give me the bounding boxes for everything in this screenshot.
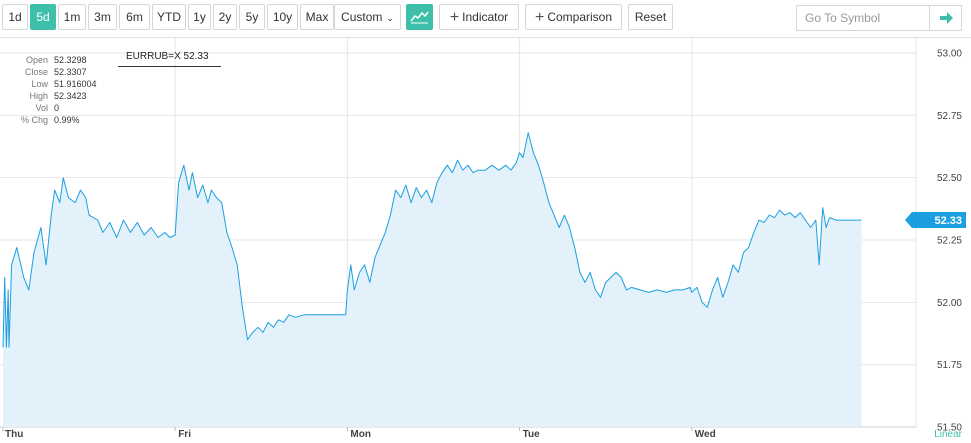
area-chart-icon xyxy=(410,11,429,24)
y-tick-label: 51.75 xyxy=(937,360,962,371)
toolbar-divider xyxy=(0,37,971,38)
close-row: Close 52.3307 xyxy=(6,66,97,78)
plus-icon: + xyxy=(449,9,460,26)
arrow-right-icon xyxy=(940,12,953,24)
series-line xyxy=(2,132,862,348)
x-tick-label: Thu xyxy=(5,429,23,440)
open-value: 52.3298 xyxy=(54,55,87,65)
price-chart[interactable]: 53.00 52.75 52.50 52.25 52.00 51.75 51.50 Thu Fr… xyxy=(0,38,971,443)
open-label: Open xyxy=(25,55,48,65)
volume-label: Vol xyxy=(35,103,48,113)
change-value: 0.99% xyxy=(54,115,80,125)
comparison-button[interactable]: + Comparison xyxy=(525,4,622,30)
high-row: High 52.3423 xyxy=(6,90,97,102)
x-tick-label: Fri xyxy=(178,429,191,440)
plus-icon: + xyxy=(534,9,545,26)
open-row: Open 52.3298 xyxy=(6,54,97,66)
y-tick-label: 53.00 xyxy=(937,49,962,60)
high-label: High xyxy=(29,91,48,101)
low-label: Low xyxy=(31,79,48,89)
reset-label: Reset xyxy=(634,10,667,24)
last-value-text: 52.33 xyxy=(934,215,962,227)
range-button-5y[interactable]: 5y xyxy=(239,4,265,30)
y-tick-label: 51.50 xyxy=(937,423,962,434)
x-tick-label: Mon xyxy=(350,429,371,440)
y-tick-label: 52.75 xyxy=(937,111,962,122)
range-button-max[interactable]: Max xyxy=(300,4,334,30)
range-button-10y[interactable]: 10y xyxy=(267,4,298,30)
reset-button[interactable]: Reset xyxy=(628,4,673,30)
range-button-6m[interactable]: 6m xyxy=(119,4,150,30)
volume-row: Vol 0 xyxy=(6,102,97,114)
high-value: 52.3423 xyxy=(54,91,87,101)
series-area xyxy=(3,132,862,428)
indicator-label: Indicator xyxy=(462,10,509,24)
x-tick-label: Tue xyxy=(523,429,540,440)
range-button-ytd[interactable]: YTD xyxy=(152,4,186,30)
y-tick-label: 52.00 xyxy=(937,298,962,309)
ohlc-info-panel: Open 52.3298 Close 52.3307 Low 51.916004 Hi… xyxy=(6,54,97,126)
range-button-1m[interactable]: 1m xyxy=(58,4,86,30)
low-value: 51.916004 xyxy=(54,79,97,89)
y-tick-label: 52.50 xyxy=(937,173,962,184)
range-button-3m[interactable]: 3m xyxy=(88,4,117,30)
custom-range-label: Custom xyxy=(341,10,383,24)
change-row: % Chg 0.99% xyxy=(6,114,97,126)
chevron-down-icon: ⌄ xyxy=(386,13,394,23)
symbol-go-button[interactable] xyxy=(929,5,962,31)
y-tick-label: 52.25 xyxy=(937,236,962,247)
low-row: Low 51.916004 xyxy=(6,78,97,90)
series-symbol-label: EURRUB=X 52.33 xyxy=(118,50,221,67)
range-button-1y[interactable]: 1y xyxy=(188,4,211,30)
x-tick-label: Wed xyxy=(695,429,716,440)
comparison-label: Comparison xyxy=(547,10,613,24)
range-button-2y[interactable]: 2y xyxy=(213,4,237,30)
volume-value: 0 xyxy=(54,103,60,113)
chart-type-button[interactable] xyxy=(406,4,433,30)
last-value-badge xyxy=(905,212,966,229)
indicator-button[interactable]: + Indicator xyxy=(439,4,519,30)
symbol-search-input[interactable] xyxy=(796,5,930,31)
close-value: 52.3307 xyxy=(54,67,87,77)
range-button-1d[interactable]: 1d xyxy=(2,4,28,30)
change-label: % Chg xyxy=(20,115,48,125)
custom-range-dropdown[interactable]: Custom ⌄ xyxy=(334,4,401,30)
chart-toolbar: 1d 5d 1m 3m 6m YTD 1y 2y 5y 10y Max Custom ⌄ + Indic… xyxy=(0,0,971,36)
close-label: Close xyxy=(24,67,48,77)
range-button-5d[interactable]: 5d xyxy=(30,4,56,30)
scale-toggle[interactable]: Linear xyxy=(934,429,962,440)
